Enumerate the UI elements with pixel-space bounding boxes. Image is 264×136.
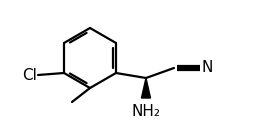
Text: NH₂: NH₂ xyxy=(131,104,161,119)
Text: Cl: Cl xyxy=(22,67,37,83)
Polygon shape xyxy=(142,78,150,98)
Text: N: N xyxy=(202,61,213,75)
